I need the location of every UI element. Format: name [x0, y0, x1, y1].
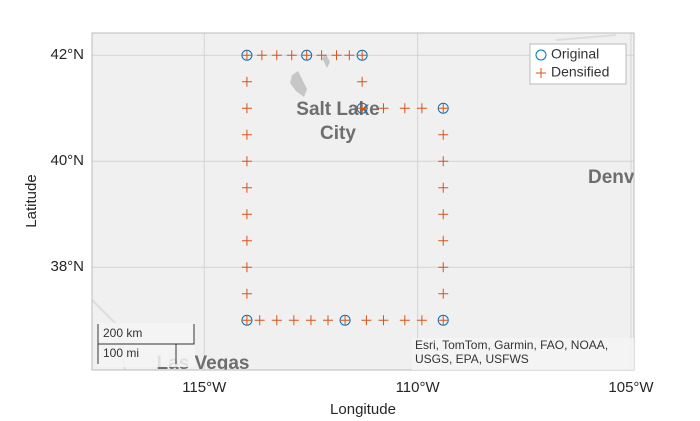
legend-label: Densified — [551, 64, 609, 80]
densified-point — [241, 315, 252, 326]
densified-point — [399, 315, 410, 326]
densified-point — [241, 50, 252, 61]
densified-point — [361, 315, 372, 326]
scale-bar — [97, 324, 195, 364]
densified-point — [438, 315, 449, 326]
lake — [322, 54, 330, 68]
densified-point — [316, 50, 327, 61]
densified-point — [438, 235, 449, 246]
legend-label: Original — [551, 46, 599, 62]
densified-point — [241, 262, 252, 273]
x-axis-label: Longitude — [330, 401, 396, 418]
densified-point — [416, 103, 427, 114]
densified-point — [271, 315, 282, 326]
densified-point — [438, 209, 449, 220]
densified-point — [301, 50, 312, 61]
densified-point — [378, 103, 389, 114]
densified-point — [323, 315, 334, 326]
densified-point — [241, 209, 252, 220]
y-tick-label: 38°N — [50, 258, 84, 275]
densified-point — [241, 288, 252, 299]
densified-point — [340, 315, 351, 326]
densified-point — [438, 262, 449, 273]
attribution-box — [412, 338, 634, 370]
legend-marker — [535, 49, 547, 61]
y-axis-label: Latitude — [23, 174, 40, 227]
densified-point — [438, 156, 449, 167]
densified-point — [438, 182, 449, 193]
y-tick-label: 42°N — [50, 46, 84, 63]
x-tick-label: 105°W — [608, 379, 654, 396]
densified-point — [357, 103, 368, 114]
densified-point — [241, 76, 252, 87]
densified-point — [256, 50, 267, 61]
legend-marker — [536, 68, 546, 78]
densified-point — [344, 50, 355, 61]
densified-point — [378, 315, 389, 326]
densified-point — [288, 315, 299, 326]
densified-point — [331, 50, 342, 61]
densified-point — [357, 76, 368, 87]
densified-point — [399, 103, 410, 114]
densified-point — [241, 129, 252, 140]
basemap — [92, 33, 634, 370]
densified-point — [241, 182, 252, 193]
densified-point — [438, 129, 449, 140]
road — [555, 34, 617, 41]
densified-point — [241, 156, 252, 167]
map-label: City — [320, 123, 356, 144]
plot-marks — [241, 49, 449, 326]
densified-point — [305, 315, 316, 326]
densified-point — [416, 315, 427, 326]
x-tick-label: 110°W — [396, 379, 441, 396]
densified-point — [241, 103, 252, 114]
densified-point — [254, 315, 265, 326]
y-tick-label: 40°N — [50, 152, 84, 169]
densified-point — [438, 103, 449, 114]
attribution: USGS, EPA, USFWS — [415, 352, 529, 366]
densified-point — [357, 50, 368, 61]
map-label: Denv — [588, 167, 635, 188]
densified-point — [286, 50, 297, 61]
attribution: Esri, TomTom, Garmin, FAO, NOAA, — [415, 338, 608, 352]
scale-bar-box — [97, 323, 195, 367]
scale-label: 100 mi — [103, 346, 139, 360]
plot-frame — [91, 32, 635, 371]
x-tick-label: 115°W — [182, 379, 227, 396]
densified-point — [438, 288, 449, 299]
scale-label: 200 km — [103, 326, 142, 340]
densified-point — [241, 235, 252, 246]
densified-point — [271, 50, 282, 61]
lake — [290, 71, 307, 97]
legend-box — [529, 43, 627, 85]
